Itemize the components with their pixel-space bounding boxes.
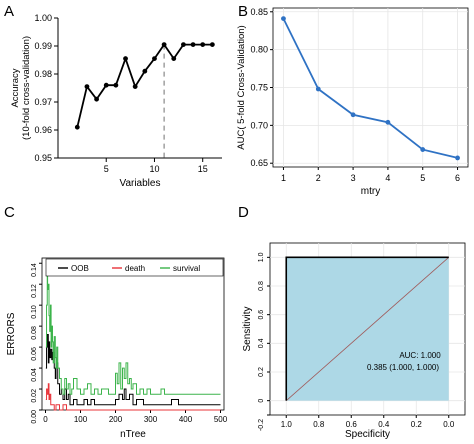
panel-c-y-tick-label: 0.00	[31, 410, 38, 424]
panel-a-accuracy-line	[76, 43, 213, 128]
panel-a-data-point	[132, 84, 138, 89]
panel-c-x-tick-label: 500	[214, 415, 228, 424]
panel-c-y-tick-label: 0.04	[31, 368, 38, 382]
panel-d-y-tick-label: 0.6	[258, 310, 265, 320]
panel-b-data-point	[315, 86, 321, 92]
panel-d-y-tick-label: 0.4	[258, 338, 265, 348]
panel-d-y-tick-label: -0.2	[258, 419, 265, 431]
panel-d-threshold-annotation: 0.385 (1.000, 1.000)	[367, 363, 439, 372]
panel-a-y-tick-label: 0.99	[34, 41, 52, 51]
panel-label-a: A	[4, 3, 14, 20]
panel-c-legend-label-OOB: OOB	[71, 264, 89, 273]
panel-a-data-point	[200, 42, 206, 47]
panel-b-data-point	[420, 147, 426, 152]
panel-d-x-tick-label: 0.2	[411, 420, 423, 429]
panel-b-x-tick-label: 1	[281, 173, 286, 183]
panel-a-x-tick-label: 15	[198, 164, 208, 174]
panel-label-c: C	[4, 204, 15, 221]
panel-c-y-tick-label: 0.06	[31, 347, 38, 361]
panel-c-x-tick-label: 200	[109, 415, 123, 424]
panel-a-data-point	[94, 96, 99, 102]
panel-c-y-axis-label: ERRORS	[6, 312, 17, 355]
panel-c-y-tick-label: 0.14	[31, 263, 38, 277]
panel-c-legend-label-death: death	[125, 264, 145, 273]
panel-d-x-tick-label: 1.0	[281, 420, 293, 429]
panel-a-y-axis-label-line2: (10-fold cross-validation)	[21, 36, 32, 140]
panel-b-y-tick-label: 0.65	[250, 158, 268, 168]
panel-c-y-tick-label: 0.12	[31, 284, 38, 298]
panel-d-y-axis-label: Sensitivity	[242, 306, 253, 351]
panel-d-x-tick-label: 0.6	[346, 420, 358, 429]
panel-d-x-tick-label: 0.4	[378, 420, 390, 429]
panel-b-y-axis-label: AUC( 5-fold Cross-Validation)	[236, 25, 247, 149]
panel-c-x-axis-label: nTree	[120, 429, 146, 440]
panel-a-data-point	[171, 56, 177, 61]
panel-b-auc-line	[282, 18, 458, 159]
panel-d-y-tick-label: 1.0	[258, 252, 265, 262]
panel-label-d: D	[238, 204, 249, 221]
panel-a-data-point	[123, 56, 128, 61]
panel-a-y-axis-label: Accuracy	[10, 68, 21, 107]
panel-c-x-tick-label: 100	[74, 415, 88, 424]
panel-c-legend-box	[45, 258, 224, 277]
panel-a-y-tick-label: 0.95	[34, 153, 52, 163]
panel-b-data-point	[281, 16, 286, 21]
panel-d-y-tick-label: 0.8	[258, 281, 265, 291]
panel-b-auc-chart: 0.65 0.70 0.75 0.80 0.85 1 2 3 4 5 6 mtry AUC( 5-fol…	[236, 7, 469, 197]
panel-c-series-survival-line	[45, 267, 221, 395]
panel-b-data-point	[385, 119, 391, 125]
panel-d-roc-curve	[285, 256, 449, 401]
panel-a-y-tick-label: 0.98	[34, 69, 52, 79]
panel-d-diagonal-reference-line	[285, 257, 450, 401]
panel-a-data-point	[209, 42, 215, 47]
panel-d-x-tick-label: 0.0	[443, 420, 455, 429]
panel-a-y-tick-label: 1.00	[34, 13, 52, 23]
panel-d-auc-annotation: AUC: 1.000	[399, 351, 441, 360]
panel-b-data-point	[455, 155, 460, 161]
panel-b-x-axis-label: mtry	[361, 186, 380, 197]
panel-c-x-tick-label: 0	[43, 415, 48, 424]
panel-b-y-tick-label: 0.85	[250, 7, 268, 17]
panel-label-b: B	[238, 3, 248, 20]
panel-c-legend-label-survival: survival	[173, 264, 200, 273]
panel-b-data-point	[350, 112, 356, 118]
panel-b-y-tick-label: 0.75	[250, 83, 268, 93]
panel-a-data-point	[152, 56, 157, 61]
panel-a-data-point	[103, 82, 109, 88]
panel-a-x-tick-label: 10	[149, 164, 159, 174]
panel-a-data-point	[181, 42, 186, 47]
panel-b-y-tick-label: 0.70	[250, 120, 268, 130]
panel-b-y-tick-label: 0.80	[250, 45, 268, 55]
panel-d-y-tick-label: 0	[258, 399, 265, 403]
panel-c-y-tick-label: 0.02	[31, 389, 38, 403]
panel-d-roc-chart: -0.2 0 0.2 0.4 0.6 0.8 1.0 1.0 0.8 0.6 0.4 0.2 0.0 AU…	[242, 242, 466, 440]
panel-c-x-tick-label: 300	[144, 415, 158, 424]
panel-b-x-tick-label: 4	[385, 173, 390, 183]
panel-d-x-axis-label: Specificity	[345, 429, 390, 440]
panel-c-errors-chart: 0.00 0.02 0.04 0.06 0.08 0.10 0.12 0.14 0 100 200 3…	[6, 257, 228, 440]
panel-a-data-point	[113, 82, 119, 88]
panel-c-x-tick-label: 400	[179, 415, 193, 424]
panel-a-data-point	[161, 42, 167, 47]
panel-c-y-tick-label: 0.10	[31, 305, 38, 319]
panel-c-series-death-line	[45, 383, 221, 411]
panel-b-x-tick-label: 6	[455, 173, 460, 183]
panel-d-y-tick-label: 0.2	[258, 367, 265, 377]
panel-c-y-tick-label: 0.08	[31, 326, 38, 340]
panel-a-y-tick-label: 0.97	[34, 97, 52, 107]
panel-a-data-point	[84, 84, 90, 89]
panel-a-x-axis-label: Variables	[120, 178, 161, 189]
panel-a-data-point	[74, 124, 80, 130]
panel-b-x-tick-label: 5	[420, 173, 425, 183]
panel-c-series-OOB-line	[45, 334, 221, 406]
panel-a-x-tick-label: 5	[104, 164, 109, 174]
panel-a-data-point	[142, 68, 148, 74]
panel-a-accuracy-chart: 0.95 0.96 0.97 0.98 0.99 1.00 5 10 15 Variables Ac…	[10, 13, 222, 189]
panel-b-x-tick-label: 3	[351, 173, 356, 183]
panel-d-x-tick-label: 0.8	[313, 420, 325, 429]
panel-b-x-tick-label: 2	[316, 173, 321, 183]
panel-a-y-tick-label: 0.96	[34, 125, 52, 135]
panel-a-data-point	[190, 42, 196, 47]
